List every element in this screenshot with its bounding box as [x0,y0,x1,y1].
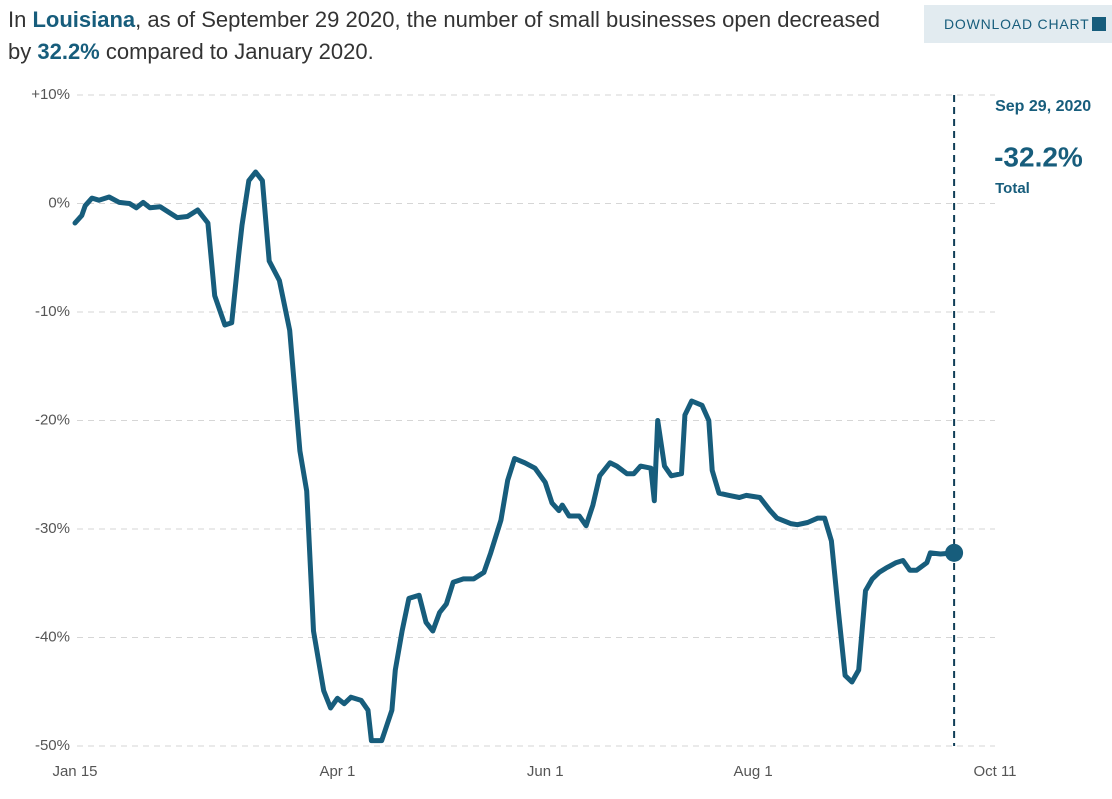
headline-text: In [8,7,33,32]
annotation-date: Sep 29, 2020 [995,98,1091,115]
download-button[interactable]: DOWNLOAD CHART [924,5,1112,43]
y-tick-label: -30% [35,520,70,537]
x-tick-label: Aug 1 [733,763,772,780]
annotation-label: Total [995,180,1030,197]
headline-text: compared to January 2020. [99,39,374,64]
x-tick-label: Jan 15 [52,763,97,780]
headline: In Louisiana, as of September 29 2020, t… [8,4,888,68]
headline-state: Louisiana [32,7,136,32]
y-tick-label: +10% [31,86,70,103]
y-tick-label: -40% [35,628,70,645]
y-tick-label: -20% [35,411,70,428]
x-tick-label: Jun 1 [527,763,564,780]
last-point [945,543,964,562]
y-tick-label: -10% [35,303,70,320]
headline-text: , as of September 29 2020, the number of… [8,7,880,64]
headline-value: 32.2% [37,39,100,64]
data-line [72,169,957,744]
y-tick-label: 0% [48,194,70,211]
annotation-value: -32.2% [994,141,1083,172]
x-tick-label: Oct 11 [973,763,1016,780]
y-tick-label: -50% [35,737,70,754]
x-tick-label: Apr 1 [319,763,355,780]
